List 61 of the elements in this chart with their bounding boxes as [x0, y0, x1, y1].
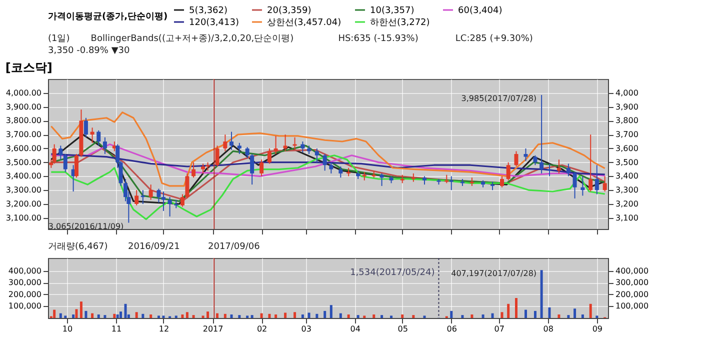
x-tick-label: 07 [494, 324, 504, 334]
chart-title: [코스닥] [5, 60, 52, 74]
x-tick-label: 05 [398, 324, 408, 334]
y2-tick-label: 3,500 [616, 158, 638, 167]
annotation: 3,065(2016/11/09) [48, 222, 124, 231]
y2-tick-label: 200,000 [616, 290, 649, 299]
y2-tick-label: 3,200 [616, 200, 638, 208]
y2-tick-label: 3,700 [616, 130, 638, 140]
x-tick-label: 2017 [202, 324, 224, 334]
y-tick-label: 200,000 [8, 290, 42, 299]
annotation: 407,197(2017/07/28) [451, 269, 537, 278]
legend-label: 20(3,359) [267, 6, 312, 16]
x-tick-label: 03 [301, 324, 312, 334]
x-tick-label: 09 [592, 324, 603, 334]
legend-label: 120(3,413) [189, 18, 239, 28]
x-tick-label: 12 [158, 324, 170, 334]
y2-tick-label: 3,100 [616, 213, 638, 222]
legend-label: 5(3,362) [189, 6, 228, 16]
x-tick-label: 08 [543, 324, 554, 334]
y2-tick-label: 3,300 [616, 186, 638, 195]
y-tick-label: 3,200.00 [6, 200, 42, 208]
y-tick-label: 3,500.00 [6, 158, 42, 167]
y-tick-label: 300,000 [8, 278, 42, 288]
x-tick-label: 10 [62, 324, 73, 334]
y2-tick-label: 300,000 [616, 278, 649, 288]
y-tick-label: 3,700.00 [6, 130, 42, 140]
text: 2017/09/06 [208, 242, 260, 252]
legend-label: 하한선(3,272) [370, 18, 430, 28]
legend-label: 10(3,357) [370, 6, 414, 16]
y2-tick-label: 400,000 [616, 266, 649, 276]
y-tick-label: 3,600.00 [6, 144, 42, 153]
y-tick-label: 4,000.00 [6, 88, 42, 98]
x-tick-label: 06 [446, 324, 457, 334]
x-tick-label: 11 [111, 324, 122, 334]
y2-tick-label: 3,600 [616, 144, 638, 153]
y2-tick-label: 3,400 [616, 172, 638, 181]
y2-tick-label: 100,000 [616, 302, 649, 311]
text: 2016/09/21 [128, 242, 180, 252]
legend-label: 60(3,404) [458, 6, 502, 16]
y-tick-label: 3,900.00 [6, 102, 42, 112]
y2-tick-label: 3,900 [616, 102, 638, 112]
y-tick-label: 3,800.00 [6, 116, 42, 126]
x-tick-label: 02 [256, 324, 268, 334]
y-tick-label: 3,300.00 [6, 186, 42, 195]
y2-tick-label: 3,800 [616, 116, 638, 126]
legend-label: 상한선(3,457.04) [267, 18, 342, 28]
y2-tick-label: 4,000 [616, 88, 638, 98]
text: 거래량(6,467) [48, 242, 108, 252]
text: BollingerBands((고+저+종)/3,2,0,20,단순이평) [90, 34, 294, 44]
legend-title: 가격이동평균(종가,단순이평) [48, 12, 168, 22]
ref-line-label: 1,534(2017/05/24) [350, 268, 435, 278]
x-tick-label: 04 [350, 324, 360, 334]
annotation: 3,985(2017/07/28) [461, 94, 537, 103]
y-tick-label: 3,100.00 [6, 213, 42, 222]
y-tick-label: 100,000 [8, 302, 42, 311]
y-tick-label: 400,000 [8, 266, 42, 276]
text: HS:635 (-15.93%) [338, 34, 418, 44]
text: 3,350 -0.89% ▼30 [48, 46, 130, 56]
text: (1일) [48, 34, 70, 44]
y-tick-label: 3,400.00 [6, 172, 42, 181]
text: LC:285 (+9.30%) [455, 34, 533, 44]
